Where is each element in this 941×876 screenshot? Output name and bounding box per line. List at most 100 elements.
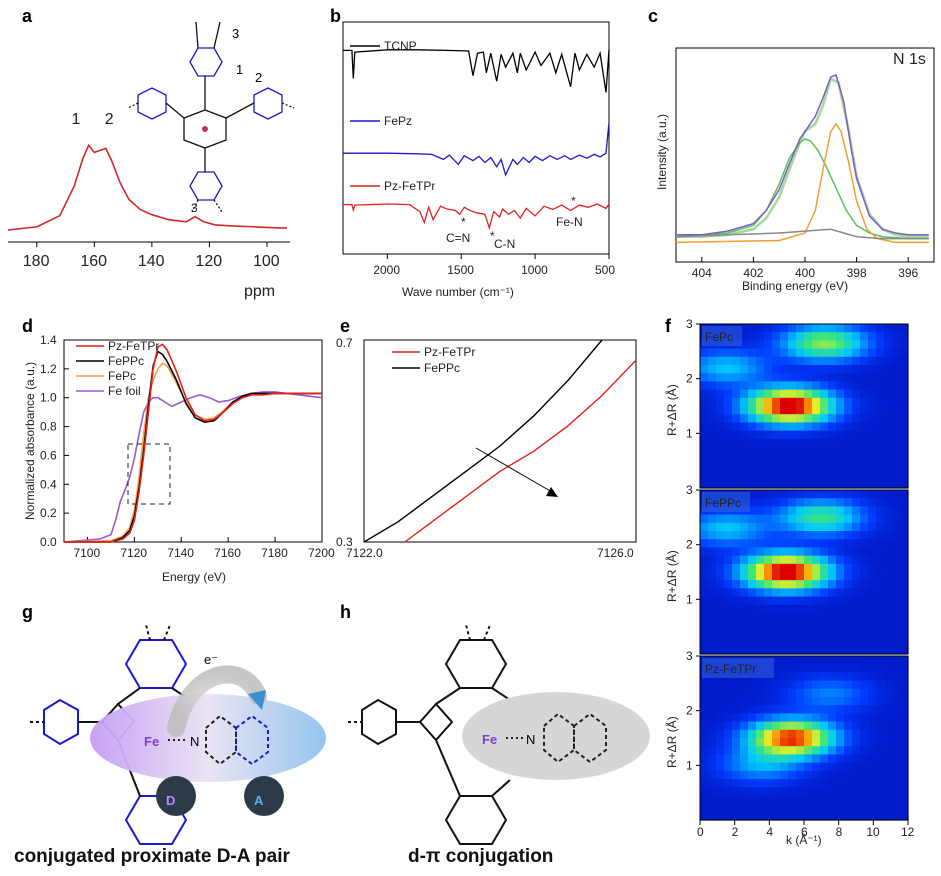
wt-cell [900, 754, 909, 764]
wt-cell [820, 422, 829, 432]
wt-cell [820, 621, 829, 630]
wt-cell [804, 637, 813, 647]
wt-cell [836, 645, 845, 655]
wt-cell [844, 373, 853, 382]
wt-cell [844, 697, 853, 706]
wt-cell [852, 604, 861, 614]
wt-cell [772, 348, 781, 358]
wt-cell [700, 547, 709, 557]
wt-cell [812, 779, 821, 788]
wt-cell [836, 664, 845, 673]
wt-cell [724, 613, 733, 622]
wt-cell [900, 729, 909, 739]
wt-cell [812, 471, 821, 481]
wt-cell [844, 613, 853, 622]
wt-cell [780, 389, 789, 399]
wt-cell [748, 580, 757, 589]
wt-cell [828, 795, 837, 805]
wt-cell [884, 713, 893, 723]
wt-x-tick-label: 12 [901, 825, 915, 839]
wt-cell [860, 580, 869, 589]
wt-cell [716, 713, 725, 723]
wt-cell [844, 770, 853, 780]
wt-cell [828, 697, 837, 706]
wt-cell [828, 471, 837, 481]
ftir-series-line [343, 49, 610, 93]
wt-cell [732, 588, 741, 598]
xanes-y-axis-label: Normalized absorbance (a.u.) [23, 362, 37, 520]
wt-cell [788, 572, 797, 581]
wt-cell [772, 479, 781, 489]
wt-cell [876, 555, 885, 565]
wt-cell [748, 348, 757, 358]
wt-cell [844, 414, 853, 423]
wt-cell [708, 779, 717, 788]
wt-cell [900, 621, 909, 630]
xps-series-line [675, 122, 929, 244]
wt-cell [836, 729, 845, 739]
wt-cell [876, 324, 885, 333]
wt-y-tick-label: 2 [686, 538, 693, 552]
wt-cell [748, 447, 757, 456]
wt-cell [756, 506, 765, 516]
wt-cell [748, 381, 757, 391]
zoom-region-box [127, 443, 171, 505]
wt-cell [844, 365, 853, 374]
wt-cell [868, 498, 877, 507]
wt-cell [868, 547, 877, 557]
wt-cell [820, 340, 829, 350]
wt-cell [900, 514, 909, 524]
wt-cell [820, 672, 829, 682]
wt-cell [732, 389, 741, 399]
wt-cell [892, 479, 901, 489]
wt-cell [700, 479, 709, 489]
wt-cell [844, 539, 853, 548]
wt-cell [716, 613, 725, 622]
wt-cell [788, 637, 797, 647]
wt-cell [780, 811, 789, 821]
wt-cell [764, 697, 773, 706]
wt-cell [740, 803, 749, 813]
wt-cell [796, 588, 805, 598]
wt-cell [772, 572, 781, 581]
wt-cell [844, 588, 853, 598]
wt-cell [884, 645, 893, 655]
wt-cell [860, 680, 869, 690]
wt-cell [804, 422, 813, 432]
wt-cell [868, 422, 877, 432]
wt-cell [724, 438, 733, 448]
wt-cell [700, 645, 709, 655]
wt-cell [716, 738, 725, 747]
wt-cell [860, 754, 869, 764]
wt-cell [740, 373, 749, 382]
fepz-molecule [127, 21, 295, 213]
wt-cell [876, 779, 885, 788]
wt-cell [796, 795, 805, 805]
wt-cell [700, 539, 709, 548]
wt-cell [836, 697, 845, 706]
wt-y-tick-label: 3 [686, 649, 693, 663]
wt-cell [796, 381, 805, 391]
wt-cell [724, 422, 733, 432]
wt-cell [892, 754, 901, 764]
wt-cell [892, 697, 901, 706]
wt-cell [756, 406, 765, 415]
wt-cell [892, 672, 901, 682]
wt-cell [804, 447, 813, 456]
wt-cell [836, 596, 845, 606]
wt-cell [740, 365, 749, 374]
wt-cell [732, 397, 741, 407]
wt-cell [868, 705, 877, 714]
wt-cell [780, 506, 789, 516]
wt-cell [748, 389, 757, 399]
wt-cell [724, 762, 733, 772]
wt-cell [740, 787, 749, 796]
wt-cell [772, 324, 781, 333]
wt-cell [780, 713, 789, 723]
wt-cell [796, 479, 805, 489]
wt-cell [828, 729, 837, 739]
wt-cell [900, 664, 909, 673]
wt-cell [740, 422, 749, 432]
wt-cell [836, 414, 845, 423]
wt-cell [764, 738, 773, 747]
